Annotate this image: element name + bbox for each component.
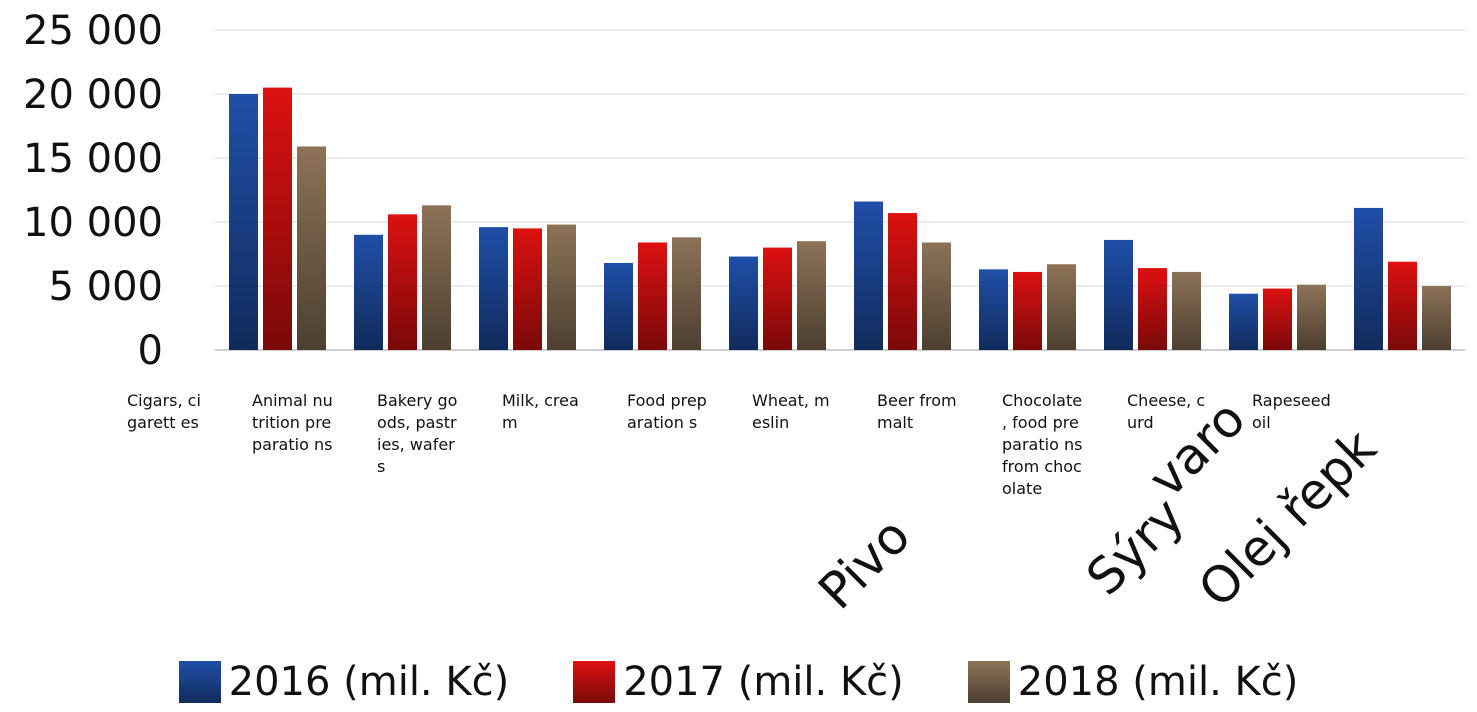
legend-label-2016: 2016 (mil. Kč) <box>228 659 510 705</box>
y-tick-label: 20 000 <box>23 72 163 118</box>
x-category-label: Cheese, curd <box>1127 391 1206 432</box>
bar-2017-2 <box>513 228 542 350</box>
y-axis-ticks: 0 5 000 10 000 15 000 20 000 25 000 <box>23 8 163 374</box>
bar-2016-5 <box>854 201 883 350</box>
legend-item-2016: 2016 (mil. Kč) <box>178 659 510 705</box>
y-tick-label: 10 000 <box>23 200 163 246</box>
bar-2018-4 <box>797 241 826 350</box>
bar-2017-4 <box>763 247 792 350</box>
bar-2017-8 <box>1263 288 1292 350</box>
y-tick-label: 15 000 <box>23 136 163 182</box>
bar-2016-3 <box>604 262 633 350</box>
bar-2016-0 <box>229 94 258 350</box>
bar-2016-2 <box>479 227 508 350</box>
x-category-label: Rapeseed oil <box>1252 391 1331 432</box>
legend-swatch-2017 <box>573 661 616 703</box>
legend-label-2017: 2017 (mil. Kč) <box>623 659 904 705</box>
bar-2016-7 <box>1104 239 1133 350</box>
overlay-text-pivo: Pivo <box>807 507 921 621</box>
bar-2016-4 <box>729 256 758 350</box>
legend-swatch-2016 <box>178 661 221 703</box>
bar-2018-7 <box>1172 271 1201 350</box>
bars <box>229 87 1451 350</box>
bar-2017-0 <box>263 87 292 350</box>
legend-label-2018: 2018 (mil. Kč) <box>1017 659 1299 705</box>
legend-swatch-2018 <box>967 661 1010 703</box>
bar-2016-1 <box>354 234 383 350</box>
x-category-label: Bakery goods, pastries, wafers <box>377 391 458 476</box>
x-category-label: Chocolate , food preparatio ns from choc… <box>1002 391 1083 498</box>
bar-2017-7 <box>1138 268 1167 350</box>
x-category-label: Animal nutrition preparatio ns <box>252 391 333 454</box>
legend-item-2017: 2017 (mil. Kč) <box>573 659 904 705</box>
bar-2017-3 <box>638 242 667 350</box>
y-tick-label: 0 <box>138 328 163 374</box>
bar-2016-6 <box>979 269 1008 350</box>
x-category-label: Beer from malt <box>877 391 957 432</box>
bar-2018-9 <box>1422 286 1451 350</box>
bar-2018-0 <box>297 146 326 350</box>
bar-2017-6 <box>1013 271 1042 350</box>
bar-2018-6 <box>1047 264 1076 350</box>
bar-2017-9 <box>1388 261 1417 350</box>
bar-2018-2 <box>547 224 576 350</box>
legend-item-2018: 2018 (mil. Kč) <box>967 659 1299 705</box>
bar-2018-1 <box>422 205 451 350</box>
y-tick-label: 5 000 <box>48 264 163 310</box>
legend: 2016 (mil. Kč) 2017 (mil. Kč) 2018 (mil.… <box>0 652 1477 712</box>
x-category-label: Milk, cream <box>502 391 579 432</box>
x-category-label: Wheat, meslin <box>752 391 830 432</box>
bar-2016-8 <box>1229 293 1258 350</box>
bar-2018-5 <box>922 242 951 350</box>
bar-2017-1 <box>388 214 417 350</box>
x-category-label: Food preparation s <box>627 391 707 432</box>
bar-2018-8 <box>1297 284 1326 350</box>
bar-2017-5 <box>888 213 917 350</box>
bar-2018-3 <box>672 237 701 350</box>
x-category-label: Cigars, cigarett es <box>127 391 201 432</box>
bar-2016-9 <box>1354 207 1383 350</box>
y-tick-label: 25 000 <box>23 8 163 54</box>
